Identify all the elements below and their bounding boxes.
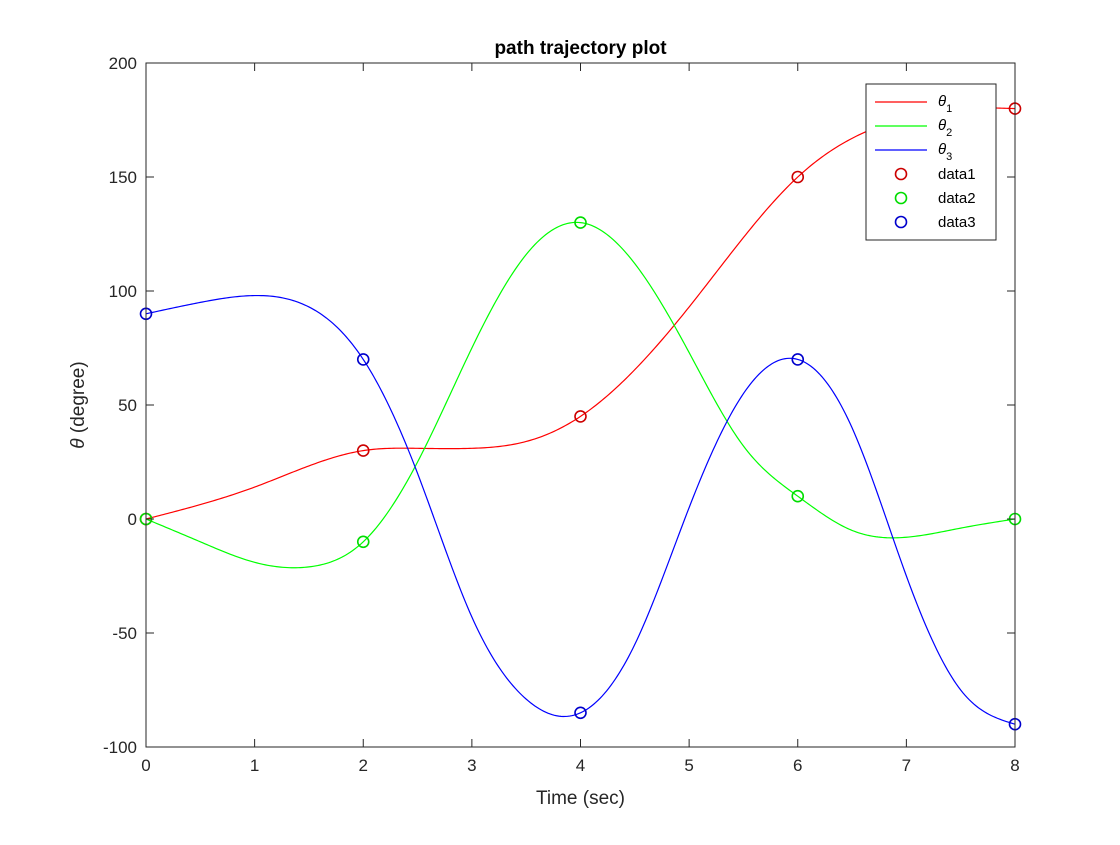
data1-marker [791, 170, 805, 184]
x-tick-label: 3 [467, 756, 476, 775]
x-tick-label: 6 [793, 756, 802, 775]
legend-label-theta-1: θ1 [938, 93, 952, 115]
x-ticks-group: 0 1 2 3 4 5 6 7 8 [141, 63, 1020, 775]
y-tick-label: 200 [109, 54, 137, 73]
x-tick-label: 4 [576, 756, 585, 775]
legend-label-theta-3: θ3 [938, 141, 952, 163]
legend-label-data3: data3 [938, 214, 976, 231]
data2-marker [791, 489, 805, 503]
data3-marker [356, 353, 370, 366]
x-tick-label: 1 [250, 756, 259, 775]
x-axis-label: Time (sec) [536, 788, 625, 809]
x-tick-label: 0 [141, 756, 150, 775]
legend-marker-data2 [894, 191, 908, 205]
x-tick-label: 2 [359, 756, 368, 775]
legend-box [865, 83, 997, 241]
y-tick-label: -100 [103, 738, 137, 757]
series-line-theta-2 [145, 221, 1016, 569]
legend-marker-data3 [894, 215, 908, 229]
y-ticks-group: -100 -50 0 50 100 150 200 [103, 54, 1015, 757]
data1-marker [356, 444, 370, 457]
x-tick-label: 8 [1010, 756, 1019, 775]
data2-marker [356, 535, 370, 549]
chart-title: path trajectory plot [494, 38, 667, 59]
y-tick-label: -50 [112, 624, 137, 643]
y-tick-label: 150 [109, 168, 137, 187]
y-tick-label: 100 [109, 282, 137, 301]
legend-label-data1: data1 [938, 166, 976, 183]
data3-marker [791, 353, 805, 366]
data1-marker [574, 410, 587, 423]
data3-marker [574, 706, 587, 720]
y-axis-label-symbol: θ [68, 438, 89, 449]
series-line-theta-3 [145, 294, 1016, 725]
x-tick-label: 5 [684, 756, 693, 775]
x-tick-label: 7 [902, 756, 911, 775]
data2-marker [574, 216, 587, 229]
y-axis-label-text: (degree) [68, 361, 89, 438]
y-tick-label: 50 [118, 396, 137, 415]
y-tick-label: 0 [128, 510, 137, 529]
legend-label-data2: data2 [938, 190, 976, 207]
legend-marker-data1 [894, 167, 908, 181]
y-axis-label: θ (degree) [68, 361, 89, 448]
legend-label-theta-2: θ2 [938, 117, 952, 139]
